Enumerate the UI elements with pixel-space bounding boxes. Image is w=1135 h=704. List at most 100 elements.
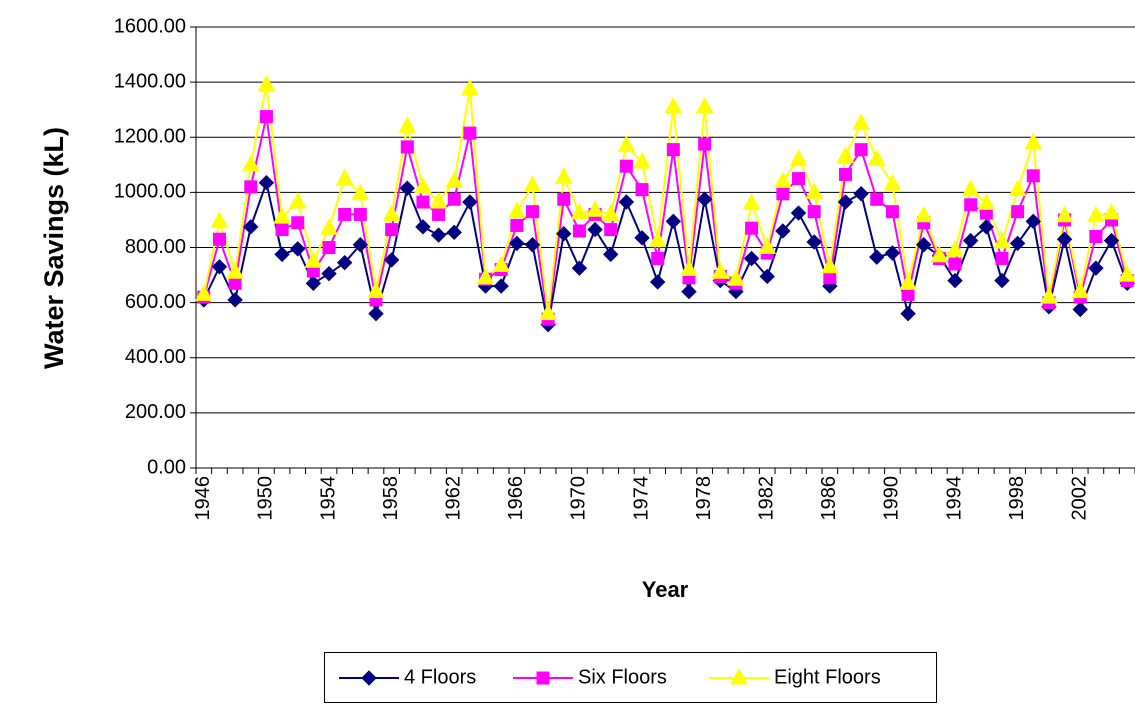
data-point xyxy=(257,74,276,92)
data-point xyxy=(1072,301,1088,318)
data-point xyxy=(961,179,980,197)
data-point xyxy=(398,116,417,133)
y-tick-label: 1400.00 xyxy=(114,70,186,92)
data-point xyxy=(415,219,431,235)
data-point xyxy=(964,198,978,212)
data-point xyxy=(368,305,384,322)
data-point xyxy=(321,265,337,282)
x-tick-label: 1962 xyxy=(443,476,465,521)
data-point xyxy=(1011,205,1025,219)
data-point xyxy=(572,224,586,238)
data-point xyxy=(852,113,870,130)
data-point xyxy=(823,271,837,285)
data-point xyxy=(557,192,571,206)
data-point xyxy=(681,283,697,300)
data-point xyxy=(1056,231,1073,247)
x-tick-label: 1982 xyxy=(756,476,778,521)
data-point xyxy=(1103,232,1120,249)
data-point xyxy=(1040,287,1058,304)
data-point xyxy=(367,281,385,299)
data-point xyxy=(351,183,370,201)
y-tick-label: 400.00 xyxy=(125,346,186,368)
data-point xyxy=(727,269,745,286)
data-point xyxy=(930,245,949,263)
data-point xyxy=(649,274,666,290)
data-point xyxy=(476,267,495,285)
legend-marker xyxy=(536,671,550,685)
x-tick-label: 1970 xyxy=(568,476,590,521)
data-point xyxy=(805,182,824,199)
data-point xyxy=(742,193,761,210)
data-point xyxy=(571,260,588,276)
data-point xyxy=(1008,179,1027,197)
data-point xyxy=(385,223,399,237)
y-tick-label: 0.00 xyxy=(147,456,186,478)
legend-label: Six Floors xyxy=(578,666,667,688)
data-point xyxy=(524,237,541,253)
data-point xyxy=(432,207,446,221)
data-point xyxy=(399,180,415,196)
x-tick-label: 1974 xyxy=(630,476,652,521)
data-point xyxy=(273,207,291,224)
data-point xyxy=(414,176,432,194)
data-point xyxy=(1088,260,1104,276)
data-point xyxy=(807,205,821,219)
y-tick-label: 1600.00 xyxy=(114,15,186,37)
data-point xyxy=(993,231,1011,249)
data-point xyxy=(698,137,712,151)
data-point xyxy=(227,292,243,308)
data-point xyxy=(1009,235,1026,252)
data-point xyxy=(212,232,226,246)
data-point xyxy=(776,187,790,201)
data-point xyxy=(790,205,807,221)
data-point xyxy=(619,159,633,173)
data-point xyxy=(651,252,665,266)
data-point xyxy=(507,201,526,219)
data-point xyxy=(618,194,635,210)
data-point xyxy=(556,226,572,242)
data-point xyxy=(383,252,400,268)
data-point xyxy=(914,205,933,223)
data-point xyxy=(664,96,683,114)
data-point xyxy=(492,255,511,272)
data-point xyxy=(463,126,477,140)
data-point xyxy=(603,246,619,263)
data-point xyxy=(695,96,714,114)
data-point xyxy=(304,251,323,268)
data-point xyxy=(820,256,839,274)
y-tick-label: 1000.00 xyxy=(114,181,186,203)
data-point xyxy=(774,171,792,188)
x-tick-label: 1998 xyxy=(1006,476,1028,521)
y-tick-label: 800.00 xyxy=(125,236,186,258)
data-point xyxy=(525,205,539,219)
data-point xyxy=(352,237,369,253)
data-point xyxy=(947,272,963,289)
legend-label: 4 Floors xyxy=(404,666,476,688)
data-point xyxy=(258,175,275,191)
data-point xyxy=(946,240,964,257)
data-point xyxy=(635,183,649,197)
legend-box xyxy=(324,652,937,703)
data-point xyxy=(680,259,698,277)
data-point xyxy=(241,154,260,172)
data-point xyxy=(305,275,322,292)
x-tick-label: 1994 xyxy=(943,476,965,521)
data-point xyxy=(854,143,868,157)
data-point xyxy=(1089,229,1103,243)
x-tick-label: 1958 xyxy=(380,476,402,521)
data-point xyxy=(838,167,852,181)
data-point xyxy=(194,284,213,301)
data-point xyxy=(1118,265,1135,282)
data-point xyxy=(244,180,258,194)
data-point xyxy=(634,230,650,246)
data-point xyxy=(1026,169,1040,183)
y-axis-title: Water Savings (kL) xyxy=(39,127,69,369)
data-point xyxy=(633,151,651,169)
data-point xyxy=(400,140,414,154)
legend-marker xyxy=(730,667,748,685)
data-point xyxy=(275,223,289,237)
data-point xyxy=(916,237,932,253)
data-point xyxy=(759,268,775,285)
data-point xyxy=(274,246,290,263)
